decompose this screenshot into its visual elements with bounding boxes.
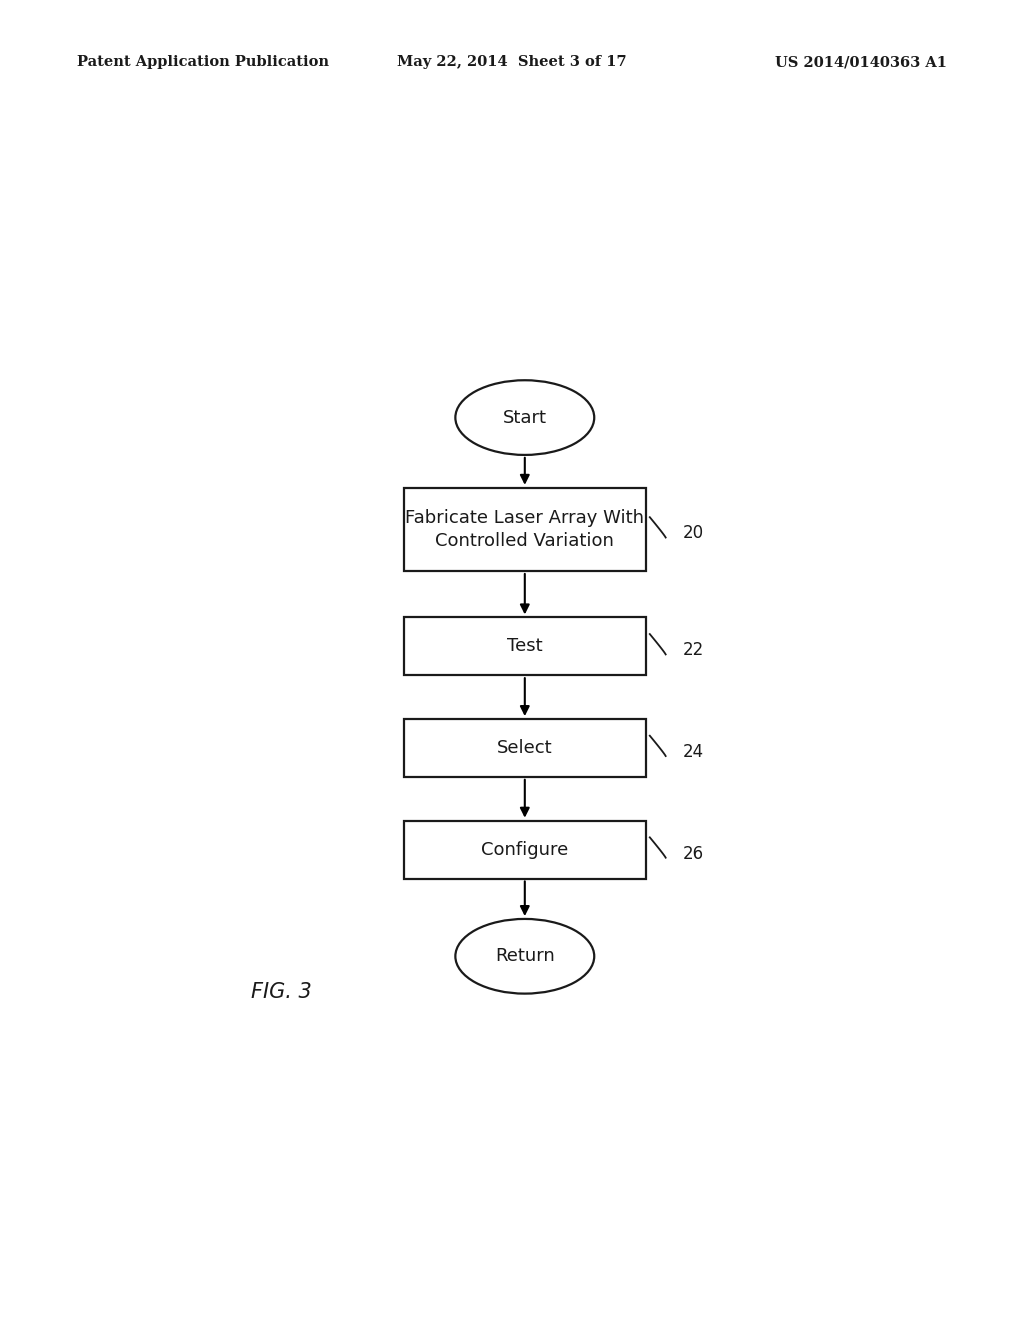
Text: Return: Return [495, 948, 555, 965]
Text: Test: Test [507, 638, 543, 655]
Ellipse shape [456, 919, 594, 994]
Bar [403, 719, 646, 777]
Text: 20: 20 [683, 524, 705, 543]
Text: 24: 24 [683, 743, 705, 760]
Text: US 2014/0140363 A1: US 2014/0140363 A1 [775, 55, 947, 70]
Text: FIG. 3: FIG. 3 [251, 982, 311, 1002]
Bar [403, 618, 646, 676]
Text: Select: Select [497, 739, 553, 756]
Text: 26: 26 [683, 845, 705, 862]
Text: Patent Application Publication: Patent Application Publication [77, 55, 329, 70]
Bar [403, 487, 646, 572]
Ellipse shape [456, 380, 594, 455]
Text: May 22, 2014  Sheet 3 of 17: May 22, 2014 Sheet 3 of 17 [397, 55, 627, 70]
Bar [403, 821, 646, 879]
Text: Start: Start [503, 409, 547, 426]
Text: 22: 22 [683, 642, 705, 659]
Text: Configure: Configure [481, 841, 568, 858]
Text: Fabricate Laser Array With
Controlled Variation: Fabricate Laser Array With Controlled Va… [406, 508, 644, 550]
